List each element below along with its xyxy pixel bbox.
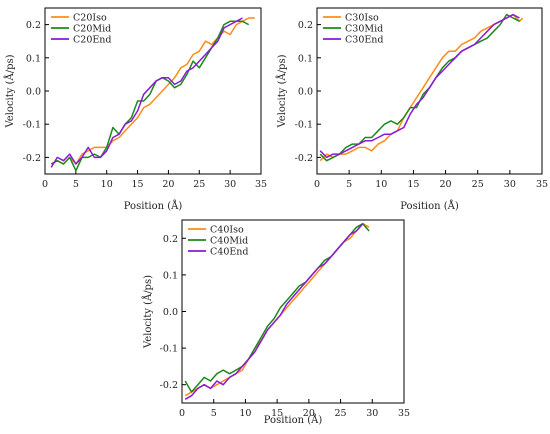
chart-panel-3: 0 5 10 15 20 25 30 35 -0.2 -0.1 0.0 0.1 0.2 Position … xyxy=(142,219,410,426)
legend-label: C40Iso xyxy=(210,225,244,236)
y-tick-label: 0.0 xyxy=(163,307,178,318)
x-tick-label: 25 xyxy=(472,179,484,190)
legend-label: C20End xyxy=(73,35,112,46)
x-tick-label: 35 xyxy=(255,179,267,190)
series-line-C30Iso xyxy=(319,13,524,162)
series-line-C20End xyxy=(50,17,243,168)
chart-panel-1: 0 5 10 15 20 25 30 35 -0.2 -0.1 0.0 0.1 0.2 Position … xyxy=(4,7,267,212)
y-tick-label: -0.1 xyxy=(160,344,178,355)
y-tick-label: 0.2 xyxy=(163,234,178,245)
x-tick-label: 25 xyxy=(335,408,347,419)
y-axis-label: Velocity (Å/ps) xyxy=(142,275,154,349)
legend-label: C20Iso xyxy=(73,13,107,24)
legend-label: C40End xyxy=(210,247,249,258)
x-tick-label: 30 xyxy=(224,179,236,190)
legend-label: C40Mid xyxy=(210,236,248,247)
y-axis-label: Velocity (Å/ps) xyxy=(276,54,288,128)
x-tick-label: 10 xyxy=(375,179,387,190)
y-tick-label: 0.1 xyxy=(163,270,178,281)
x-tick-label: 15 xyxy=(132,179,144,190)
x-tick-label: 25 xyxy=(193,179,205,190)
legend-label: C20Mid xyxy=(73,24,111,35)
y-tick-label: -0.1 xyxy=(295,120,313,131)
x-tick-label: 10 xyxy=(239,408,251,419)
x-tick-label: 35 xyxy=(398,408,410,419)
y-tick-label: 0.2 xyxy=(298,20,313,31)
x-tick-label: 20 xyxy=(440,179,452,190)
legend-label: C30Mid xyxy=(345,24,383,35)
x-tick-label: 15 xyxy=(407,179,419,190)
x-tick-label: 0 xyxy=(42,179,48,190)
y-tick-label: -0.2 xyxy=(295,153,313,164)
y-tick-label: 0.1 xyxy=(26,53,41,64)
x-tick-label: 5 xyxy=(346,179,352,190)
chart-panel-2: 0 5 10 15 20 25 30 35 -0.2 -0.1 0.0 0.1 0.2 Position … xyxy=(276,7,548,212)
x-tick-label: 15 xyxy=(271,408,283,419)
y-tick-label: 0.0 xyxy=(298,87,313,98)
x-tick-label: 35 xyxy=(536,179,548,190)
x-tick-label: 10 xyxy=(101,179,113,190)
series-line-C30End xyxy=(319,13,520,159)
legend-label: C30End xyxy=(345,35,384,46)
y-tick-label: 0.2 xyxy=(26,20,41,31)
y-tick-label: -0.2 xyxy=(23,153,41,164)
x-tick-label: 0 xyxy=(314,179,320,190)
x-tick-label: 0 xyxy=(179,408,185,419)
series-line-C20Mid xyxy=(50,20,250,172)
x-tick-label: 20 xyxy=(162,179,174,190)
y-axis-label: Velocity (Å/ps) xyxy=(4,54,16,128)
x-tick-label: 20 xyxy=(303,408,315,419)
x-tick-label: 30 xyxy=(504,179,516,190)
series-line-C40End xyxy=(184,223,364,400)
legend-label: C30Iso xyxy=(345,13,379,24)
x-tick-label: 30 xyxy=(366,408,378,419)
x-tick-label: 5 xyxy=(73,179,79,190)
y-tick-label: -0.1 xyxy=(23,120,41,131)
x-axis-label: Position (Å) xyxy=(400,200,459,212)
x-axis-label: Position (Å) xyxy=(124,200,183,212)
x-axis-label: Position (Å) xyxy=(264,414,323,426)
y-tick-label: -0.2 xyxy=(160,380,178,391)
y-tick-label: 0.0 xyxy=(26,87,41,98)
x-tick-label: 5 xyxy=(211,408,217,419)
y-tick-label: 0.1 xyxy=(298,53,313,64)
